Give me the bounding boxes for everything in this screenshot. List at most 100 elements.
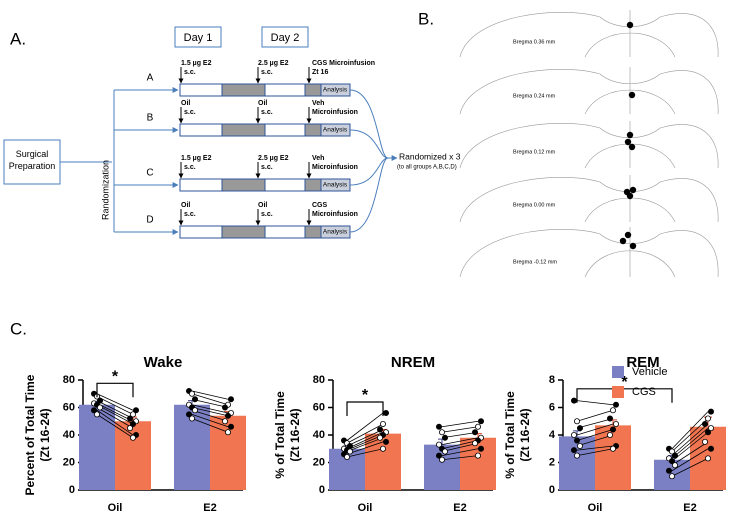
x-tick-label: Oil — [358, 502, 373, 514]
pair-line — [576, 429, 614, 441]
bar — [210, 415, 246, 490]
x-tick-label: E2 — [453, 502, 466, 514]
data-point — [574, 437, 581, 444]
pair-line — [346, 448, 384, 458]
pair-line — [96, 403, 134, 422]
data-point — [577, 425, 584, 432]
section-label: Bregma 0.24 mm — [513, 93, 556, 99]
pair-line — [576, 400, 614, 406]
timeline-dark — [304, 178, 322, 192]
data-point — [441, 434, 448, 441]
data-point — [221, 418, 228, 425]
bar — [559, 436, 595, 490]
injection-site — [626, 21, 634, 29]
x-tick-label: E2 — [683, 502, 696, 514]
y-tick-label: 80 — [63, 374, 75, 386]
pair-line — [671, 441, 709, 466]
timeline-dark — [221, 83, 266, 97]
bar — [79, 404, 115, 490]
pair-line — [671, 411, 709, 450]
pair-line — [96, 404, 134, 425]
data-point — [708, 425, 715, 432]
group-label: B — [147, 113, 154, 124]
pair-line — [191, 404, 229, 414]
bar — [115, 421, 151, 490]
y-axis-label: % of Total Time — [503, 391, 517, 479]
bar — [424, 444, 460, 490]
significance-label: * — [621, 374, 628, 391]
dose-label: Oil — [181, 202, 190, 209]
data-point — [435, 441, 442, 448]
data-point — [435, 423, 442, 430]
x-tick-label: Oil — [108, 502, 123, 514]
data-point — [127, 425, 134, 432]
pair-line — [346, 437, 384, 452]
chart-title: Wake — [144, 354, 183, 371]
pair-line — [96, 407, 134, 429]
significance-label: * — [362, 387, 369, 404]
data-point — [610, 426, 617, 433]
legend-swatch — [612, 386, 624, 398]
y-tick-label: 0 — [69, 484, 75, 496]
analysis-label: Analysis — [323, 229, 348, 236]
timeline-dark — [304, 123, 322, 137]
pair-line — [441, 455, 479, 461]
dose-label: Oil — [258, 202, 267, 209]
infusion-label: Microinfusion — [312, 109, 358, 116]
data-point — [346, 448, 353, 455]
data-point — [708, 408, 715, 415]
y-axis-label: (Zt 16-24) — [518, 408, 532, 461]
dose-label: Oil — [181, 100, 190, 107]
bar — [365, 433, 401, 490]
day-label: Day 1 — [184, 32, 213, 44]
infusion-label: Microinfusion — [312, 211, 358, 218]
route-label: s.c. — [184, 211, 196, 218]
panel-label: B. — [418, 9, 434, 28]
section-label: Bregma 0.00 mm — [513, 202, 556, 208]
infusion-label: Veh — [312, 100, 324, 107]
infusion-label: CGS — [312, 202, 328, 209]
pair-line — [576, 445, 614, 451]
data-point — [474, 452, 481, 459]
data-point — [471, 429, 478, 436]
dose-label: 1.5 µg E2 — [181, 60, 212, 67]
bar — [460, 437, 496, 490]
data-point — [574, 452, 581, 459]
section-label: Bregma 0.36 mm — [513, 39, 556, 45]
x-tick-label: E2 — [203, 502, 216, 514]
y-tick-label: 80 — [313, 374, 325, 386]
pair-line — [96, 414, 134, 439]
outcome-label: Randomized x 3 — [399, 151, 461, 161]
injection-site — [629, 186, 637, 194]
significance-bracket — [346, 401, 384, 416]
data-point — [129, 420, 136, 427]
data-point — [91, 407, 98, 414]
data-point — [129, 434, 136, 441]
injection-site — [624, 231, 632, 239]
pair-line — [191, 398, 229, 408]
route-label: s.c. — [261, 211, 273, 218]
analysis-label: Analysis — [323, 87, 348, 94]
y-tick-label: 4 — [549, 429, 556, 441]
pair-line — [576, 418, 614, 429]
injection-site — [626, 131, 634, 139]
pair-line — [671, 431, 709, 462]
pair-line — [576, 409, 614, 422]
route-label: s.c. — [184, 69, 196, 76]
pair-line — [346, 429, 384, 447]
section-outline — [459, 175, 719, 223]
pair-line — [671, 418, 709, 452]
data-point — [607, 431, 614, 438]
pair-line — [96, 393, 134, 411]
data-point — [577, 442, 584, 449]
dose-label: 2.5 µg E2 — [258, 60, 289, 67]
data-point — [382, 409, 389, 416]
data-point — [441, 448, 448, 455]
timeline-dark — [304, 83, 322, 97]
analysis-label: Analysis — [323, 182, 348, 189]
data-point — [188, 390, 195, 397]
significance-bracket — [576, 388, 673, 403]
pair-line — [346, 441, 384, 455]
data-point — [97, 397, 104, 404]
data-point — [613, 420, 620, 427]
